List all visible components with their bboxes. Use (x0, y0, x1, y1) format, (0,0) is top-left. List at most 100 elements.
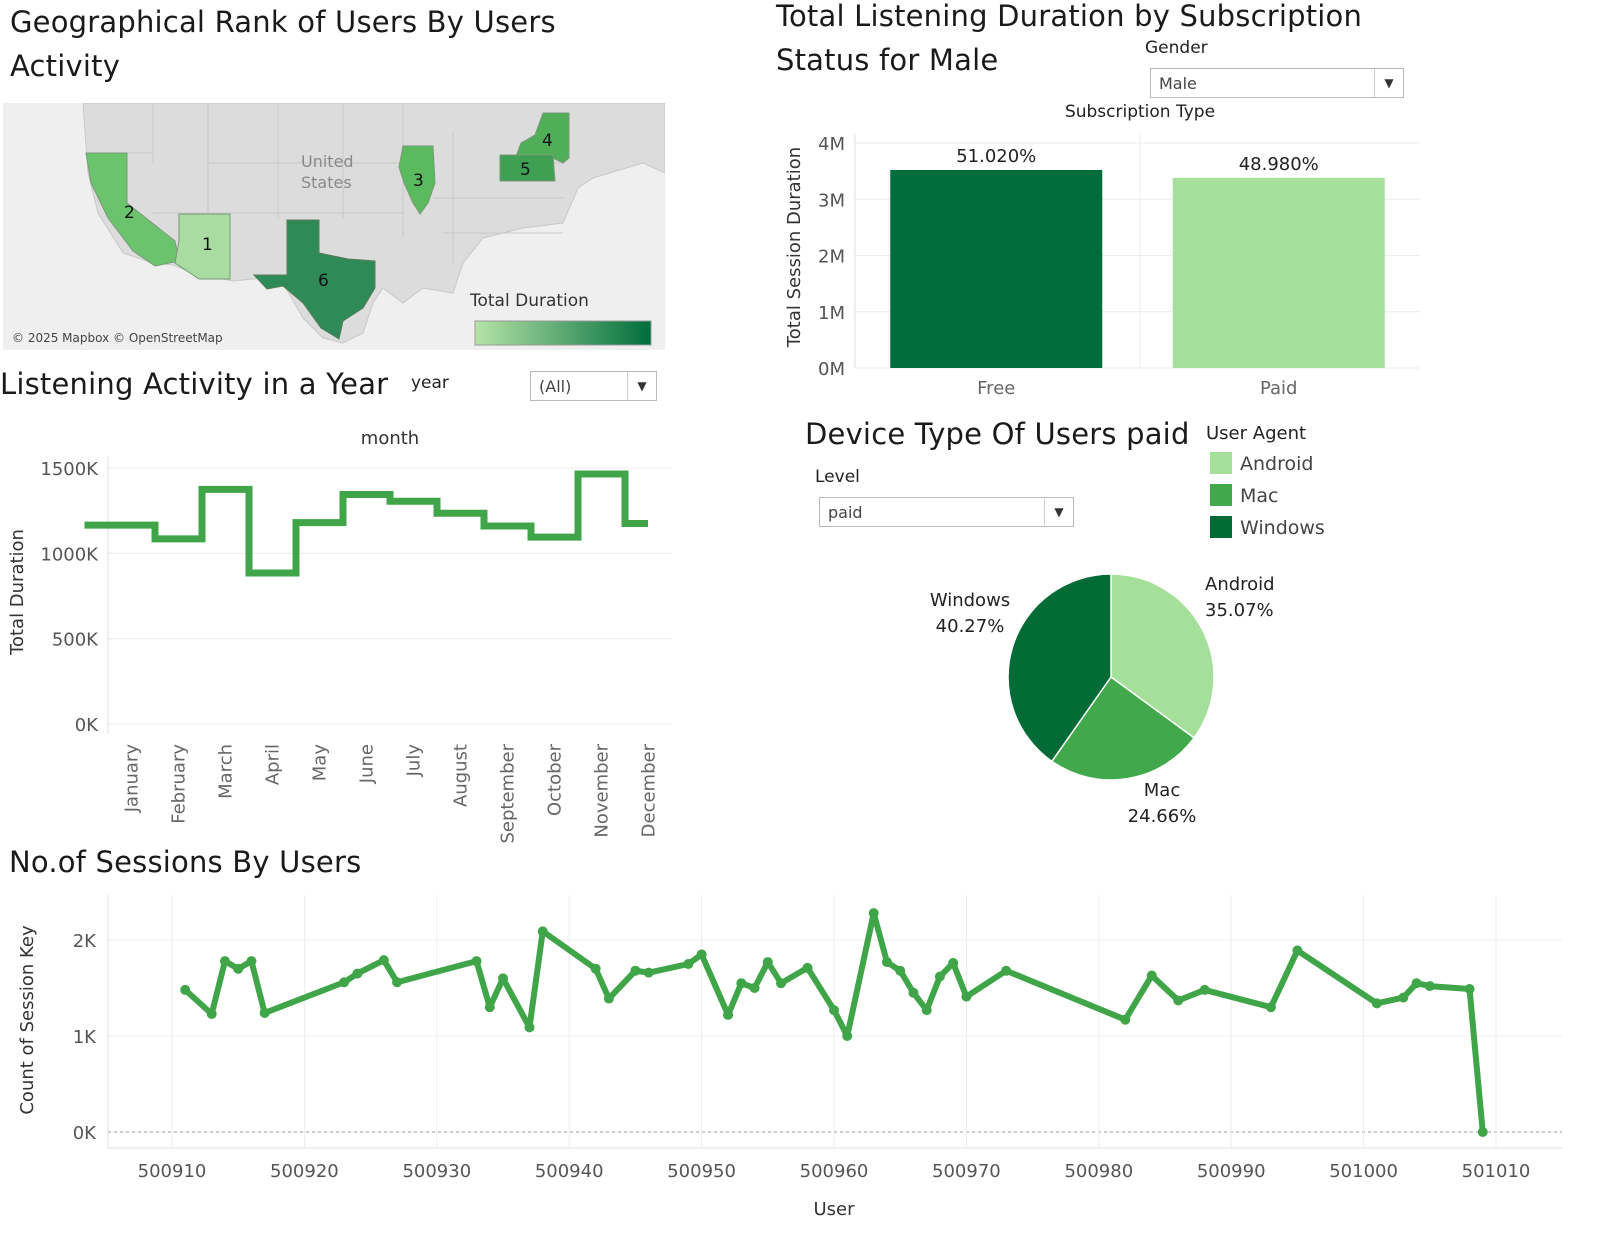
map-legend-gradient (474, 320, 652, 346)
x-tick-label: January (122, 744, 143, 814)
y-tick-label: 0K (75, 715, 99, 736)
x-tick-label: 500970 (932, 1161, 1001, 1182)
map-legend-title: Total Duration (469, 291, 589, 311)
session-point[interactable] (1265, 1002, 1276, 1013)
year-dropdown[interactable]: (All) ▼ (530, 371, 657, 401)
x-tick-label: March (216, 744, 237, 799)
session-point[interactable] (392, 977, 403, 988)
x-tick-label: 500950 (667, 1161, 736, 1182)
session-point[interactable] (206, 1008, 217, 1019)
session-point[interactable] (749, 983, 760, 993)
session-point[interactable] (246, 956, 257, 967)
session-point[interactable] (630, 965, 641, 976)
session-point[interactable] (908, 987, 919, 998)
y-tick-label: 3M (818, 190, 845, 211)
pie-label-category: Android (1205, 574, 1275, 595)
session-point[interactable] (723, 1009, 734, 1020)
subscription-title: Total Listening Duration by Subscription… (776, 0, 1363, 77)
session-point[interactable] (537, 926, 548, 937)
session-point[interactable] (378, 955, 389, 966)
sessions-line-chart: 0K 1K 2K 500910 500920 500930 500940 500950 5009… (17, 895, 1562, 1220)
pie-slice-windows[interactable] (1007, 573, 1112, 763)
level-filter-label: Level (815, 467, 860, 487)
pie-slice-mac[interactable] (1050, 675, 1196, 781)
device-pie-chart: Android 35.07% Mac 24.66% Windows 40.27% (930, 573, 1275, 827)
y-tick-label: 500K (52, 630, 99, 651)
map-title: Geographical Rank of Users By Users Acti… (10, 5, 556, 83)
bar-data-label: 48.980% (1239, 154, 1319, 175)
x-tick-label: 501010 (1462, 1161, 1531, 1182)
session-point[interactable] (1477, 1127, 1488, 1137)
state-illinois[interactable] (398, 145, 436, 215)
session-point[interactable] (762, 957, 773, 968)
session-point[interactable] (603, 993, 614, 1004)
session-point[interactable] (696, 949, 707, 960)
session-point[interactable] (524, 1022, 535, 1033)
session-point[interactable] (934, 971, 945, 982)
session-point[interactable] (1292, 945, 1303, 956)
bar-data-label: 51.020% (956, 146, 1036, 167)
session-point[interactable] (1424, 981, 1435, 992)
rank-label-5: 5 (520, 160, 531, 180)
subscription-bar-chart: 0M 1M 2M 3M 4M Total Session Duration 51.020% F… (784, 133, 1420, 399)
chevron-down-icon: ▼ (1044, 498, 1073, 526)
legend-label-windows: Windows (1240, 517, 1325, 539)
level-dropdown[interactable]: paid ▼ (819, 497, 1074, 527)
session-point[interactable] (802, 962, 813, 973)
x-column-header: month (361, 428, 419, 449)
step-line[interactable] (84, 470, 649, 577)
session-point[interactable] (829, 1005, 839, 1016)
session-point[interactable] (1173, 995, 1184, 1006)
subscription-column-header: Subscription Type (1064, 102, 1216, 122)
x-tick-label: 500910 (138, 1161, 207, 1182)
session-point[interactable] (736, 978, 747, 989)
session-point[interactable] (180, 984, 191, 995)
y-axis-title: Count of Session Key (17, 925, 38, 1115)
state-california[interactable] (85, 152, 180, 267)
x-tick-label: November (592, 743, 613, 837)
session-point[interactable] (776, 978, 787, 989)
x-tick-label: July (404, 744, 425, 778)
session-point[interactable] (590, 963, 601, 974)
session-point[interactable] (1199, 984, 1210, 995)
session-point[interactable] (895, 965, 906, 976)
state-new-york[interactable] (514, 112, 570, 164)
session-point[interactable] (1146, 970, 1157, 981)
session-point[interactable] (683, 959, 694, 969)
state-arizona[interactable] (174, 213, 231, 280)
session-point[interactable] (339, 977, 350, 988)
session-point[interactable] (921, 1005, 932, 1016)
session-point[interactable] (471, 956, 482, 967)
level-dropdown-value: paid (828, 503, 863, 522)
session-point[interactable] (1411, 978, 1422, 989)
session-point[interactable] (1001, 965, 1012, 976)
state-pennsylvania[interactable] (499, 154, 556, 182)
session-point[interactable] (352, 968, 363, 979)
session-point[interactable] (1464, 983, 1475, 994)
state-texas[interactable] (252, 219, 376, 340)
gender-dropdown[interactable]: Male ▼ (1150, 68, 1404, 98)
pie-label-percent: 35.07% (1205, 600, 1274, 621)
session-point[interactable] (961, 991, 972, 1002)
y-tick-label: 1K (73, 1027, 97, 1048)
us-map[interactable]: 1 2 3 4 5 6 United States © 2025 Mapbox ©… (3, 103, 665, 350)
pie-label-category: Windows (930, 590, 1010, 611)
session-point[interactable] (233, 963, 244, 974)
session-point[interactable] (948, 958, 959, 969)
session-point[interactable] (259, 1007, 270, 1018)
session-point[interactable] (1371, 998, 1382, 1009)
session-point[interactable] (498, 973, 508, 984)
session-point[interactable] (881, 957, 892, 968)
session-point[interactable] (219, 956, 230, 967)
bar-free[interactable] (890, 170, 1103, 368)
bar-paid[interactable] (1172, 177, 1385, 368)
session-point[interactable] (643, 967, 654, 978)
session-point[interactable] (1398, 992, 1409, 1003)
session-point[interactable] (868, 908, 879, 919)
session-point[interactable] (484, 1002, 495, 1013)
pie-slice-android[interactable] (1110, 573, 1215, 739)
session-point[interactable] (842, 1031, 853, 1041)
pie-label-category: Mac (1144, 780, 1180, 801)
listening-activity-chart: month 0K 500K 1000K 1500K Total Duration Janua… (7, 428, 672, 844)
session-point[interactable] (1120, 1014, 1131, 1025)
